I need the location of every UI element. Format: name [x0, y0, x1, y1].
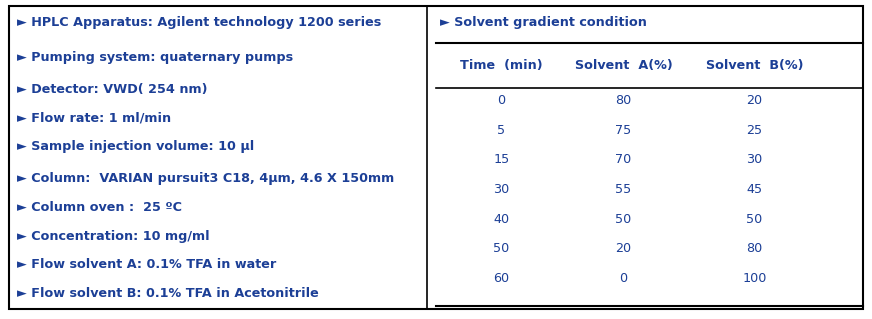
- Text: 5: 5: [497, 124, 506, 137]
- Text: 50: 50: [746, 213, 762, 226]
- Text: 30: 30: [746, 153, 762, 166]
- Text: 50: 50: [616, 213, 631, 226]
- Text: Time  (min): Time (min): [460, 59, 542, 72]
- Text: Solvent  B(%): Solvent B(%): [705, 59, 803, 72]
- Text: ► Flow solvent A: 0.1% TFA in water: ► Flow solvent A: 0.1% TFA in water: [17, 258, 276, 271]
- Text: ► HPLC Apparatus: Agilent technology 1200 series: ► HPLC Apparatus: Agilent technology 120…: [17, 16, 382, 29]
- Text: 20: 20: [746, 94, 762, 107]
- Text: ► Flow solvent B: 0.1% TFA in Acetonitrile: ► Flow solvent B: 0.1% TFA in Acetonitri…: [17, 287, 319, 300]
- Text: ► Sample injection volume: 10 μl: ► Sample injection volume: 10 μl: [17, 140, 255, 153]
- Text: ► Solvent gradient condition: ► Solvent gradient condition: [440, 16, 647, 29]
- Text: ► Flow rate: 1 ml/min: ► Flow rate: 1 ml/min: [17, 112, 172, 124]
- Text: 15: 15: [494, 153, 509, 166]
- Text: ► Column oven :  25 ºC: ► Column oven : 25 ºC: [17, 201, 182, 214]
- Text: 0: 0: [497, 94, 506, 107]
- Text: 40: 40: [494, 213, 509, 226]
- Text: 75: 75: [616, 124, 631, 137]
- Text: ► Column:  VARIAN pursuit3 C18, 4μm, 4.6 X 150mm: ► Column: VARIAN pursuit3 C18, 4μm, 4.6 …: [17, 172, 395, 185]
- Text: ► Detector: VWD( 254 nm): ► Detector: VWD( 254 nm): [17, 83, 208, 96]
- Text: 100: 100: [742, 272, 766, 285]
- Text: Solvent  A(%): Solvent A(%): [575, 59, 672, 72]
- Text: 70: 70: [616, 153, 631, 166]
- Text: 80: 80: [746, 242, 762, 255]
- Text: 25: 25: [746, 124, 762, 137]
- Text: 60: 60: [494, 272, 509, 285]
- Text: 30: 30: [494, 183, 509, 196]
- Text: 50: 50: [494, 242, 509, 255]
- Text: 0: 0: [619, 272, 628, 285]
- Text: 45: 45: [746, 183, 762, 196]
- Text: 20: 20: [616, 242, 631, 255]
- Text: 80: 80: [616, 94, 631, 107]
- Text: 55: 55: [616, 183, 631, 196]
- Text: ► Pumping system: quaternary pumps: ► Pumping system: quaternary pumps: [17, 51, 294, 64]
- Text: ► Concentration: 10 mg/ml: ► Concentration: 10 mg/ml: [17, 230, 210, 242]
